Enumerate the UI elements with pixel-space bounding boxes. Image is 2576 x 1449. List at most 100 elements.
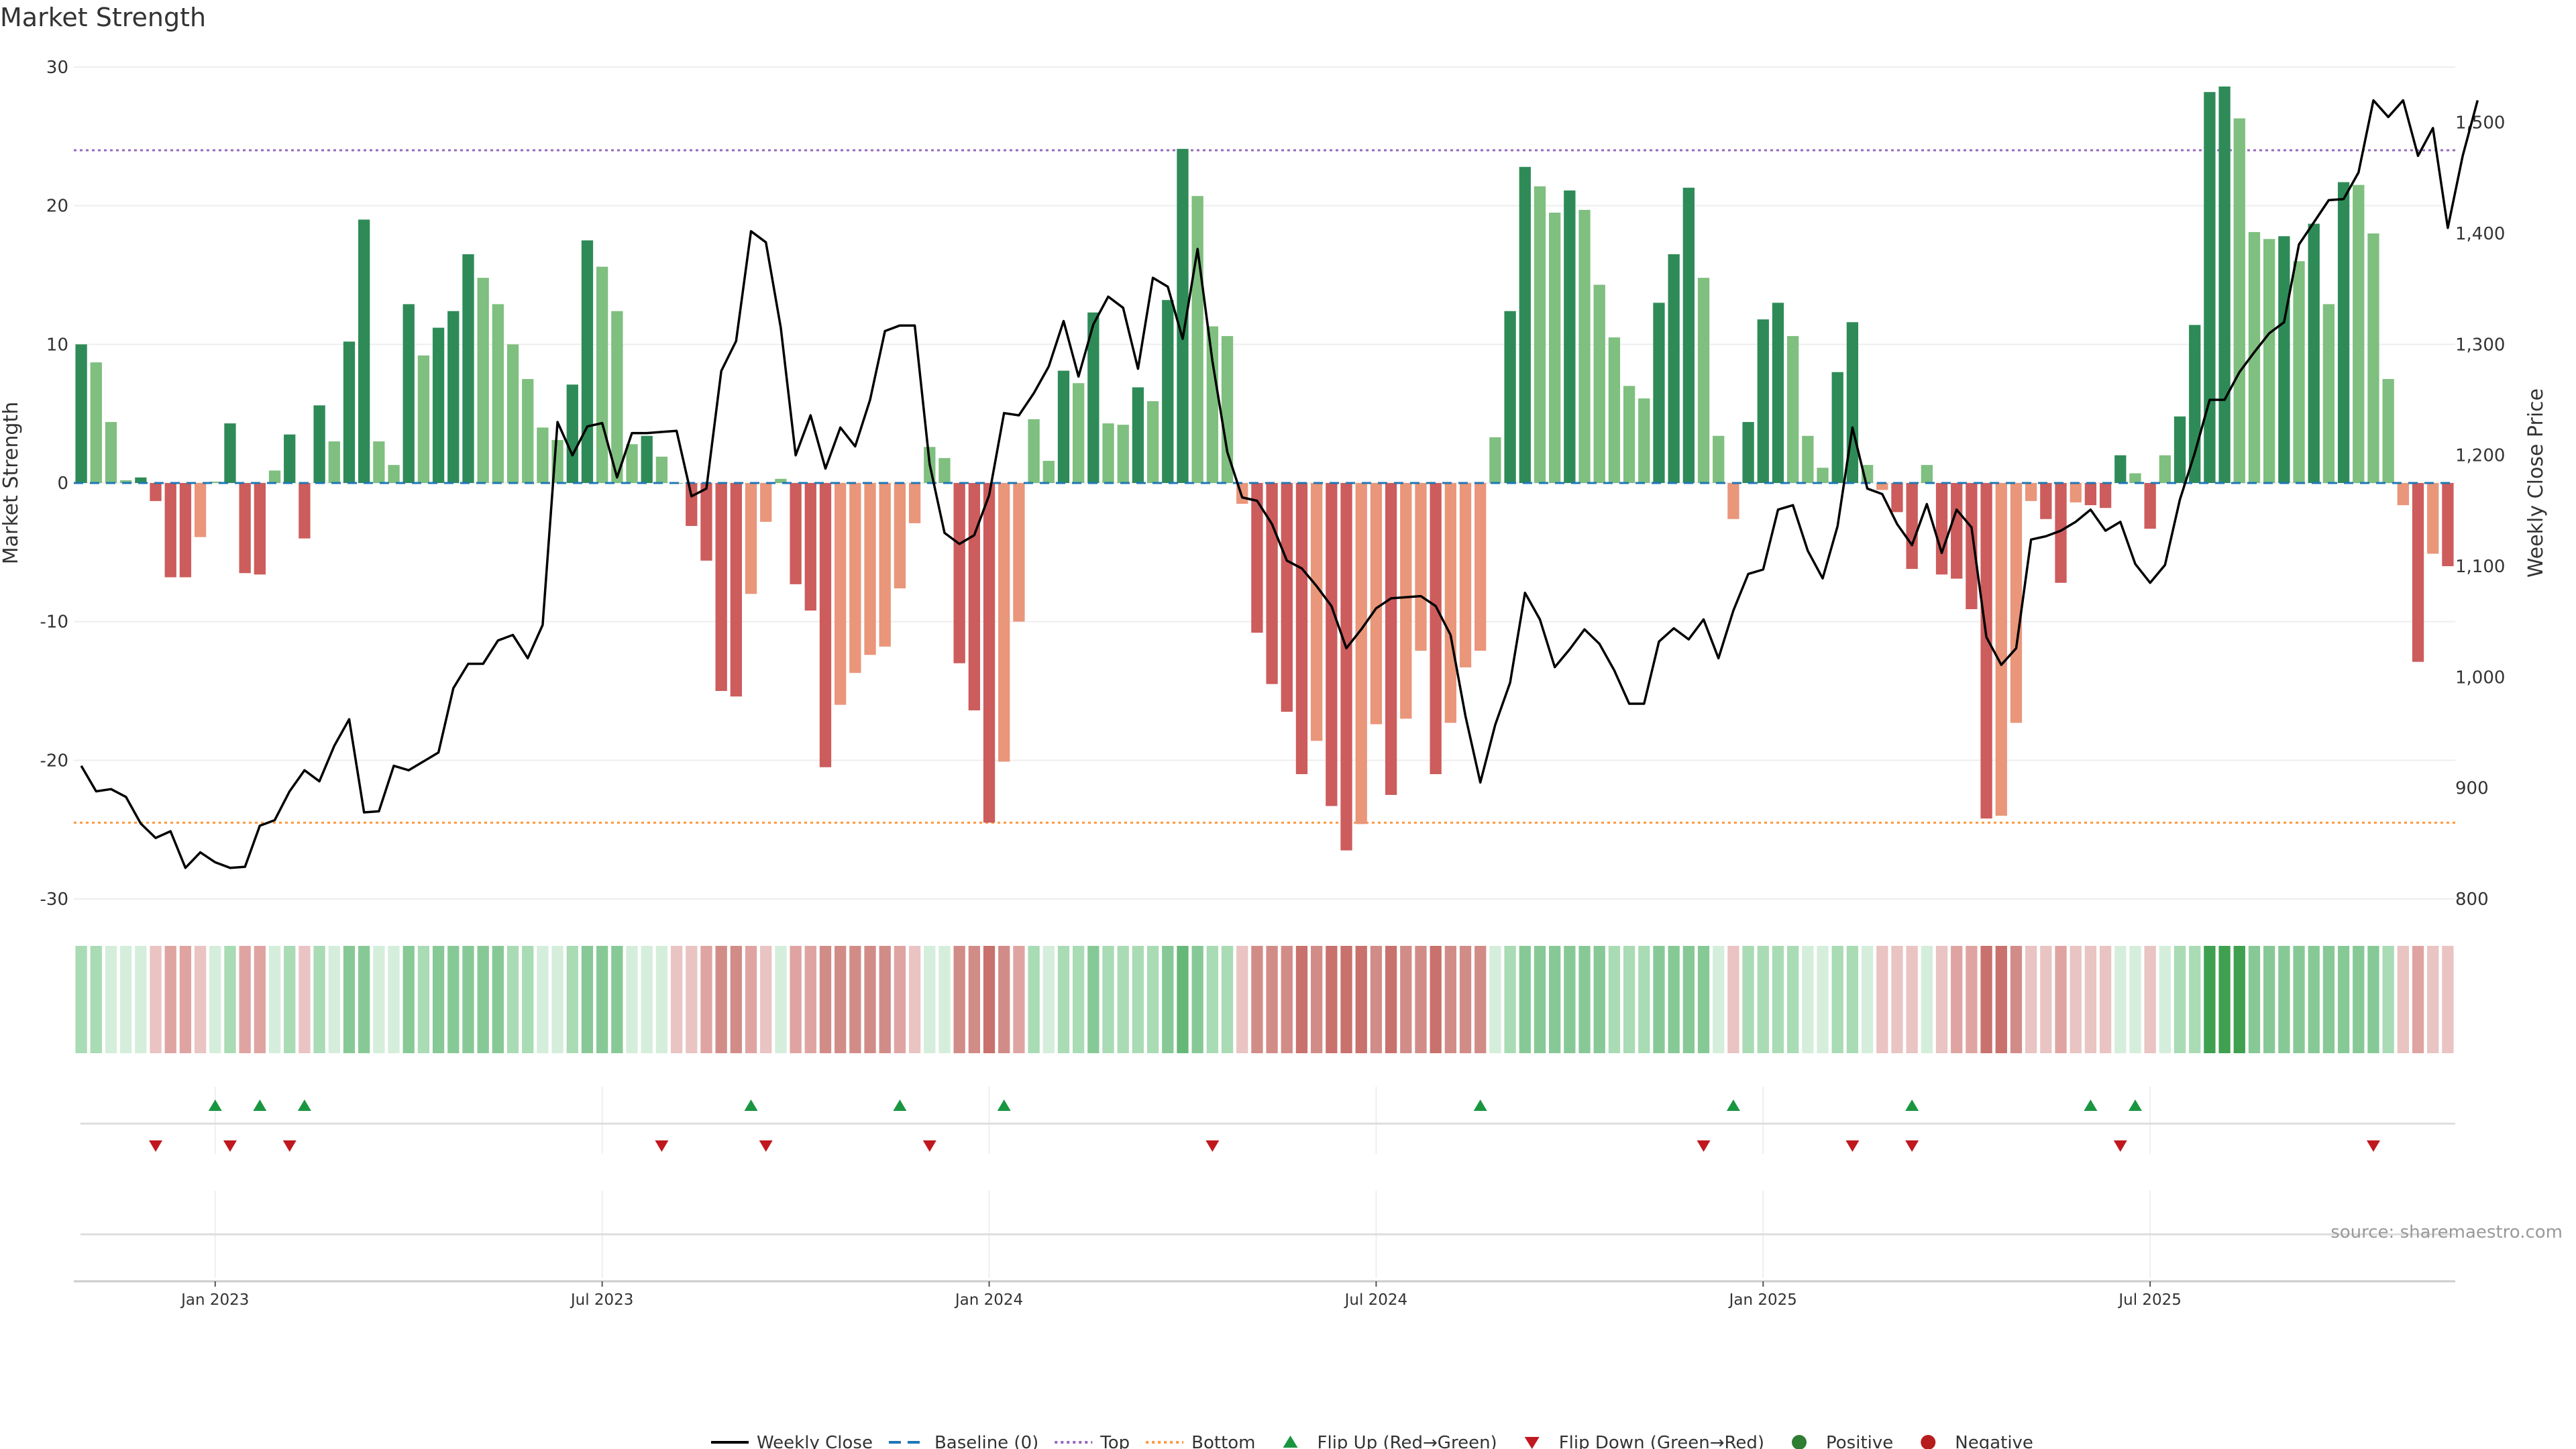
y2-axis-title: Weekly Close Price [2524,388,2548,578]
heat-cell [224,946,236,1053]
heat-cell [447,946,460,1053]
strength-bar [1787,335,1799,483]
heat-cell [1340,946,1352,1053]
strength-bar [968,483,980,710]
heat-cell [1564,946,1576,1053]
heat-cell [864,946,876,1053]
legend-positive-swatch [1792,1435,1807,1449]
strength-bar [1668,254,1680,483]
strength-bar [1311,483,1323,741]
flip-down-marker [2366,1140,2380,1152]
heat-cell [2367,946,2379,1053]
strength-bar [1385,483,1397,795]
heat-cell [2427,946,2439,1053]
strength-bar [1653,303,1665,483]
heat-cell [90,946,102,1053]
strength-bar [998,483,1010,762]
strength-bar [641,435,653,483]
flip-down-marker [282,1140,297,1152]
strength-bar [150,483,162,501]
y-tick-label: 0 [57,474,68,494]
strength-bar [1073,383,1085,483]
strength-bar [1028,419,1040,483]
heat-cell [2218,946,2231,1053]
y-tick-label: 10 [46,335,68,355]
strength-bar [1355,483,1367,824]
flip-up-marker [1905,1099,1919,1111]
strength-bar [655,456,668,483]
strength-bar [1504,311,1516,483]
strength-bar [432,327,445,483]
heat-cell [2114,946,2127,1053]
strength-bar [1459,483,1472,667]
heat-cell [1787,946,1799,1053]
strength-bar [1281,483,1293,712]
strength-bar [745,483,757,594]
heat-cell [417,946,430,1053]
heat-cell [1846,946,1859,1053]
heat-cell [1772,946,1784,1053]
strength-bar [983,483,996,823]
strength-bar [2382,379,2394,483]
y2-tick-label: 1,400 [2455,224,2505,244]
y2-tick-label: 1,500 [2455,113,2505,133]
flip-down-marker [2113,1140,2127,1152]
heat-cell [894,946,906,1053]
strength-bar [938,458,951,483]
heat-cell [2412,946,2424,1053]
heat-cell [626,946,638,1053]
strength-bar [1593,284,1605,483]
strength-bar [1578,209,1591,483]
strength-bar [730,483,742,697]
heat-cell [566,946,578,1053]
strength-bar [164,483,176,578]
strength-bar [2144,483,2156,529]
flip-down-marker [1845,1140,1860,1152]
flip-down-marker [223,1140,237,1152]
heat-cell [284,946,296,1053]
strength-bar [1251,483,1263,633]
heat-cell [194,946,207,1053]
strength-bar [1549,213,1561,483]
strength-bar [1802,435,1814,483]
heat-cell [745,946,757,1053]
strength-bar [1564,190,1576,483]
heat-cell [2129,946,2141,1053]
y-tick-label: 30 [46,58,68,78]
strength-bar [2084,483,2097,506]
legend-label: Baseline (0) [934,1433,1038,1449]
y2-tick-label: 1,200 [2455,446,2505,466]
strength-bar [447,311,460,483]
heat-cell [2040,946,2052,1053]
heat-cell [924,946,936,1053]
strength-bar [1921,465,1933,483]
strength-bar [268,470,281,483]
legend-flip-up-swatch [1283,1436,1298,1448]
heat-cell [1400,946,1412,1053]
strength-bar [328,441,340,483]
strength-bar [135,477,147,483]
strength-bar [849,483,861,674]
heat-cell [1132,946,1144,1053]
legend-label: Flip Up (Red→Green) [1318,1433,1497,1449]
strength-bar [1742,422,1754,483]
strength-bar [953,483,965,663]
strength-bar [1206,326,1218,483]
strength-bar [417,355,430,483]
strength-bar [462,254,474,483]
strength-bar [224,423,236,483]
heat-cell [2278,946,2290,1053]
legend-label: Bottom [1191,1433,1255,1449]
strength-bar [1221,335,1234,483]
strength-bar [2055,483,2067,583]
strength-bar [894,483,906,589]
strength-bar [75,344,87,483]
heat-cell [1236,946,1248,1053]
strength-bar [2427,483,2439,554]
strength-bar [2293,261,2305,483]
x-tick-label: Jan 2024 [954,1291,1023,1309]
heat-cell [968,946,980,1053]
strength-bar [1102,423,1114,483]
heat-cell [1266,946,1278,1053]
strength-bar [537,427,549,483]
